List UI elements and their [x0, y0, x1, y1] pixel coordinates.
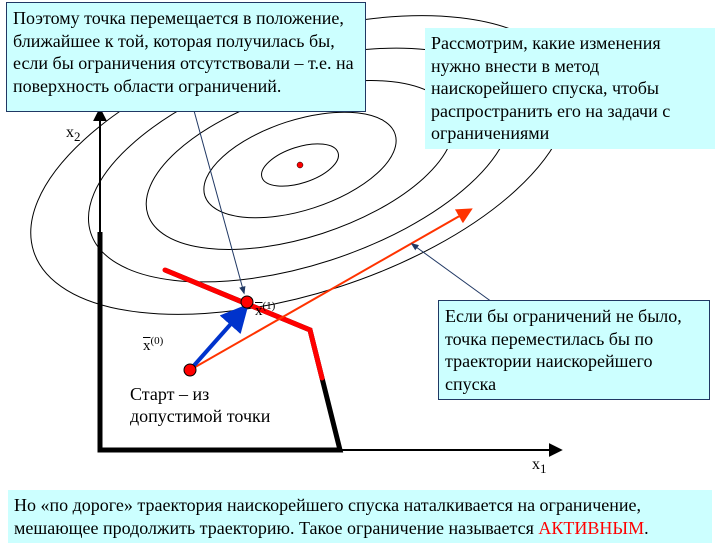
note-intro: Рассмотрим, какие изменения нужно внести… — [425, 28, 715, 149]
note-unconstrained-text: Если бы ограничений не было, точка перем… — [445, 306, 682, 394]
axis-x-label: x1 — [532, 456, 547, 477]
active-word: АКТИВНЫМ — [538, 518, 644, 538]
note-projected-point: Поэтому точка перемещается в положение, … — [6, 2, 366, 112]
note-projected-point-text: Поэтому точка перемещается в положение, … — [13, 8, 354, 96]
note-active-suffix: . — [644, 518, 649, 538]
start-point-label: Старт – из допустимой точки — [130, 384, 300, 427]
note-unconstrained: Если бы ограничений не было, точка перем… — [438, 300, 710, 400]
note-intro-text: Рассмотрим, какие изменения нужно внести… — [431, 33, 670, 143]
x0-label: x(0) — [143, 335, 163, 355]
active-constraint-edge — [165, 270, 322, 378]
axis-y-label: x2 — [66, 124, 81, 145]
gradient-vectors — [190, 210, 470, 370]
note-active-constraint: Но «по дороге» траектория наискорейшего … — [8, 490, 712, 543]
x1-label: x(1) — [255, 300, 275, 320]
